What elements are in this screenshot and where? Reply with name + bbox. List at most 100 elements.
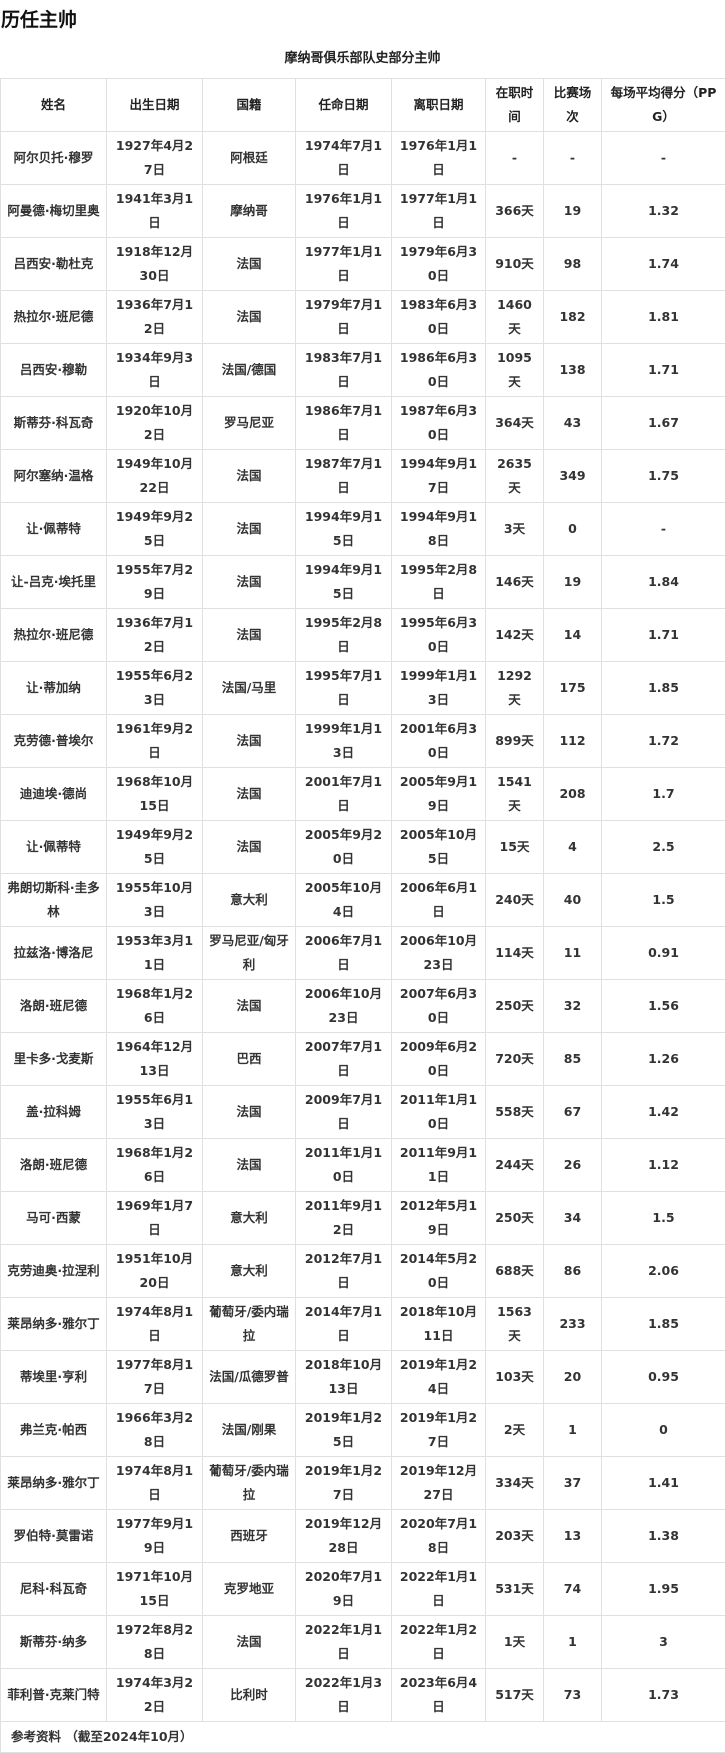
table-cell: 1.71	[602, 344, 725, 397]
table-cell: 13	[544, 1510, 602, 1563]
table-cell: 1.74	[602, 238, 725, 291]
table-cell: 法国	[203, 980, 296, 1033]
table-cell: 1995年6月30日	[392, 609, 486, 662]
table-cell: 2019年1月27日	[392, 1404, 486, 1457]
table-cell: 1955年6月13日	[107, 1086, 203, 1139]
table-cell: 1968年1月26日	[107, 1139, 203, 1192]
table-cell: 2020年7月18日	[392, 1510, 486, 1563]
table-cell: 克劳德·普埃尔	[1, 715, 107, 768]
table-footer-row: 参考资料 （截至2024年10月）	[1, 1722, 725, 1753]
table-cell: 182	[544, 291, 602, 344]
table-cell: 1974年3月22日	[107, 1669, 203, 1722]
table-cell: 1.26	[602, 1033, 725, 1086]
column-header: 姓名	[1, 79, 107, 132]
table-cell: 1563天	[486, 1298, 544, 1351]
table-cell: 175	[544, 662, 602, 715]
table-cell: 马可·西蒙	[1, 1192, 107, 1245]
table-cell: 1964年12月13日	[107, 1033, 203, 1086]
table-cell: 1.67	[602, 397, 725, 450]
table-cell: 517天	[486, 1669, 544, 1722]
table-cell: 1977年9月19日	[107, 1510, 203, 1563]
table-cell: 1966年3月28日	[107, 1404, 203, 1457]
table-cell: 阿尔塞纳·温格	[1, 450, 107, 503]
table-cell: 1.84	[602, 556, 725, 609]
table-cell: 法国	[203, 821, 296, 874]
table-cell: 1951年10月20日	[107, 1245, 203, 1298]
table-cell: 2011年1月10日	[296, 1139, 392, 1192]
table-cell: 1.71	[602, 609, 725, 662]
table-cell: 比利时	[203, 1669, 296, 1722]
table-cell: 1541天	[486, 768, 544, 821]
table-cell: 366天	[486, 185, 544, 238]
table-cell: -	[602, 132, 725, 185]
table-cell: 1.38	[602, 1510, 725, 1563]
table-cell: 1.75	[602, 450, 725, 503]
table-cell: 146天	[486, 556, 544, 609]
table-cell: 15天	[486, 821, 544, 874]
table-cell: 盖·拉科姆	[1, 1086, 107, 1139]
table-cell: 2019年1月25日	[296, 1404, 392, 1457]
table-cell: 1936年7月12日	[107, 609, 203, 662]
table-cell: 让-吕克·埃托里	[1, 556, 107, 609]
table-cell: 2012年7月1日	[296, 1245, 392, 1298]
table-cell: 1972年8月28日	[107, 1616, 203, 1669]
table-cell: 热拉尔·班尼德	[1, 291, 107, 344]
table-cell: 2005年9月19日	[392, 768, 486, 821]
column-header: 在职时间	[486, 79, 544, 132]
table-cell: 2011年9月11日	[392, 1139, 486, 1192]
table-cell: 罗伯特·莫雷诺	[1, 1510, 107, 1563]
table-cell: 1995年2月8日	[296, 609, 392, 662]
table-cell: 1979年7月1日	[296, 291, 392, 344]
coaches-table: 姓名出生日期国籍任命日期离职日期在职时间比赛场次每场平均得分（PPG） 阿尔贝托…	[0, 78, 725, 1753]
table-cell: 1.32	[602, 185, 725, 238]
table-cell: 2022年1月1日	[296, 1616, 392, 1669]
table-cell: 1953年3月11日	[107, 927, 203, 980]
column-header: 比赛场次	[544, 79, 602, 132]
table-cell: 1.85	[602, 662, 725, 715]
table-cell: 法国	[203, 715, 296, 768]
table-cell: 1918年12月30日	[107, 238, 203, 291]
table-cell: 103天	[486, 1351, 544, 1404]
table-cell: 2020年7月19日	[296, 1563, 392, 1616]
table-cell: 2.5	[602, 821, 725, 874]
table-cell: 斯蒂芬·科瓦奇	[1, 397, 107, 450]
table-cell: 1292天	[486, 662, 544, 715]
table-cell: 910天	[486, 238, 544, 291]
table-cell: 19	[544, 556, 602, 609]
table-cell: 2006年10月23日	[296, 980, 392, 1033]
table-cell: 2011年1月10日	[392, 1086, 486, 1139]
table-cell: 1983年7月1日	[296, 344, 392, 397]
table-cell: 莱昂纳多·雅尔丁	[1, 1457, 107, 1510]
table-cell: 1949年9月25日	[107, 821, 203, 874]
table-cell: 让·佩蒂特	[1, 503, 107, 556]
table-cell: 250天	[486, 980, 544, 1033]
table-cell: 0.95	[602, 1351, 725, 1404]
table-cell: -	[544, 132, 602, 185]
table-cell: 85	[544, 1033, 602, 1086]
table-cell: 弗朗切斯科·圭多林	[1, 874, 107, 927]
table-cell: 1	[544, 1616, 602, 1669]
table-cell: 意大利	[203, 874, 296, 927]
table-cell: 11	[544, 927, 602, 980]
table-cell: 1955年7月29日	[107, 556, 203, 609]
table-cell: 32	[544, 980, 602, 1033]
table-cell: 1977年8月17日	[107, 1351, 203, 1404]
table-cell: 2012年5月19日	[392, 1192, 486, 1245]
table-cell: 斯蒂芬·纳多	[1, 1616, 107, 1669]
table-cell: 74	[544, 1563, 602, 1616]
table-cell: 1920年10月2日	[107, 397, 203, 450]
table-cell: 1	[544, 1404, 602, 1457]
table-cell: 1994年9月15日	[296, 556, 392, 609]
